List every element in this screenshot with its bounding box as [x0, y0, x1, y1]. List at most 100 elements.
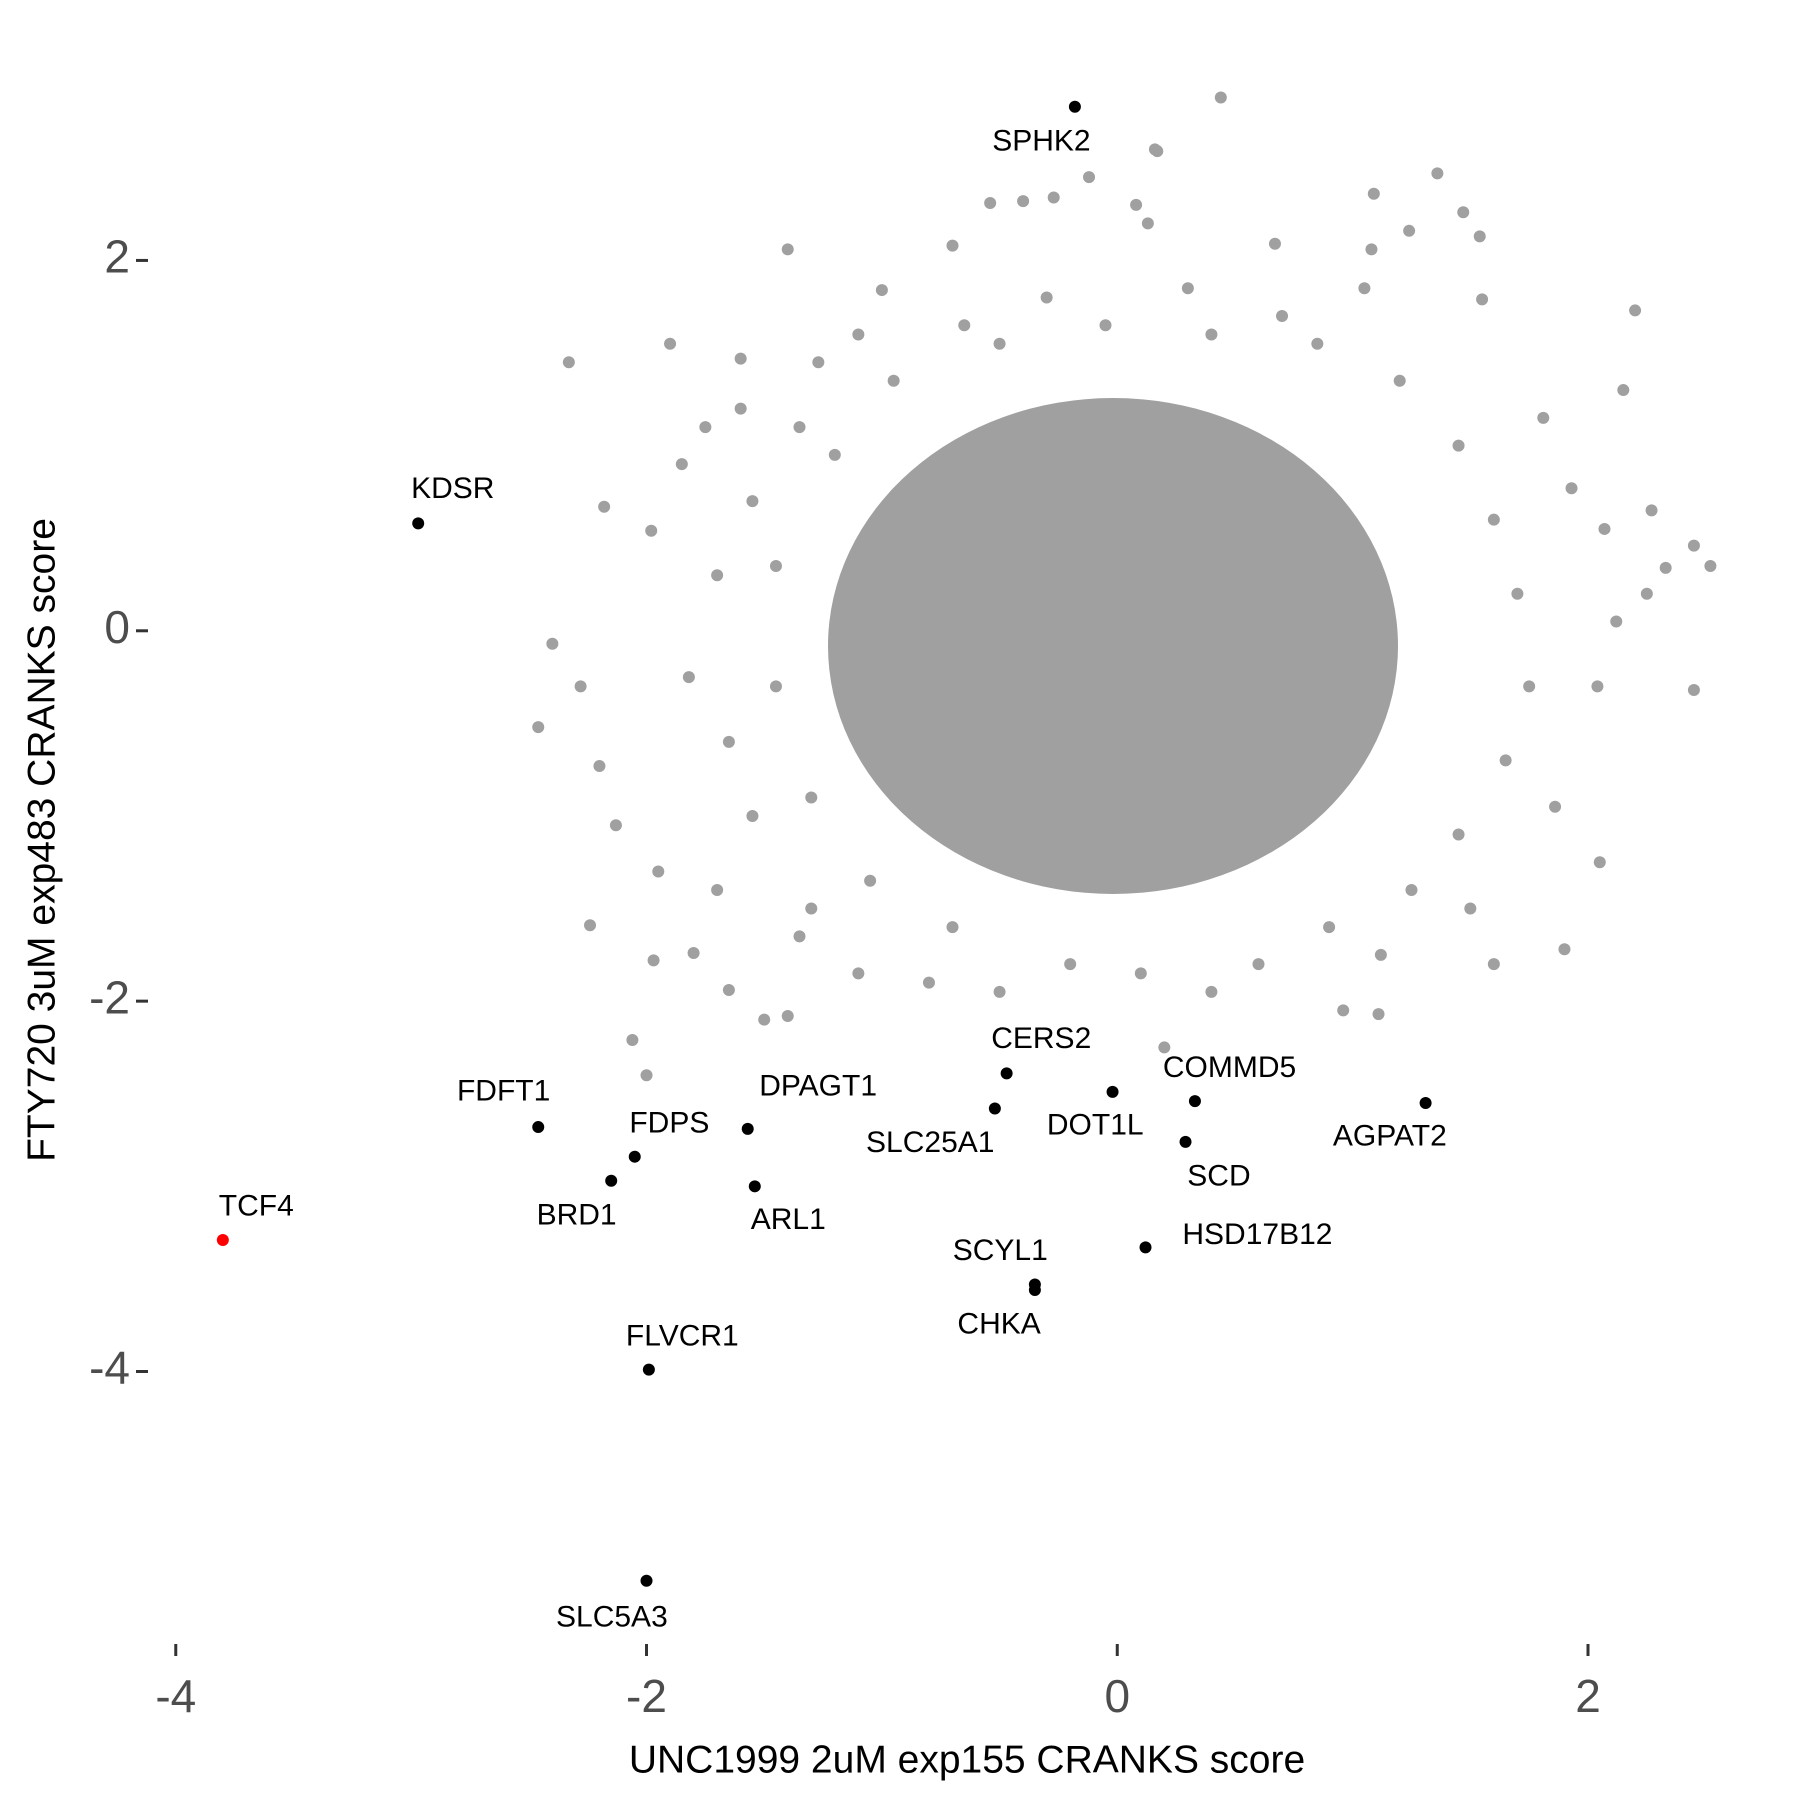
point — [1473, 230, 1486, 243]
point — [1276, 309, 1289, 322]
point — [1158, 1041, 1171, 1054]
point — [1179, 1135, 1192, 1148]
point — [993, 985, 1006, 998]
point — [1372, 1008, 1385, 1021]
point-label: SCD — [1187, 1160, 1250, 1193]
x-axis-title: UNC1999 2uM exp155 CRANKS score — [629, 1738, 1305, 1781]
point — [769, 680, 782, 693]
point — [1099, 319, 1112, 332]
point — [1593, 856, 1606, 869]
point — [1311, 337, 1324, 350]
point — [628, 1150, 641, 1163]
point — [675, 458, 688, 471]
point — [1141, 217, 1154, 230]
point — [1523, 680, 1536, 693]
point — [1704, 559, 1717, 572]
point-label: CHKA — [957, 1308, 1040, 1341]
point — [746, 495, 759, 508]
x-tick-label: 2 — [1575, 1670, 1601, 1722]
y-tick-label: 2 — [104, 231, 130, 283]
point — [1134, 967, 1147, 980]
point — [640, 1069, 653, 1082]
point — [562, 356, 575, 369]
point-label: SLC25A1 — [866, 1126, 994, 1159]
point — [1487, 958, 1500, 971]
point — [1000, 1067, 1013, 1080]
point — [642, 1363, 655, 1376]
y-tick-label: -2 — [89, 971, 130, 1023]
point — [664, 337, 677, 350]
point — [748, 1180, 761, 1193]
point — [682, 671, 695, 684]
point — [781, 243, 794, 256]
point — [645, 524, 658, 537]
point — [887, 374, 900, 387]
point-label: SCYL1 — [953, 1234, 1048, 1267]
point — [1565, 482, 1578, 495]
point — [781, 1009, 794, 1022]
point — [805, 902, 818, 915]
point — [722, 984, 735, 997]
point — [1645, 504, 1658, 517]
point — [1537, 411, 1550, 424]
point — [711, 569, 724, 582]
point — [805, 791, 818, 804]
point — [216, 1234, 229, 1247]
point — [1558, 943, 1571, 956]
point — [722, 735, 735, 748]
point — [1598, 522, 1611, 535]
point-label: ARL1 — [751, 1203, 826, 1236]
point — [1591, 680, 1604, 693]
point-label: BRD1 — [537, 1198, 617, 1231]
point-label: FDFT1 — [457, 1074, 550, 1107]
point — [746, 809, 759, 822]
point — [1365, 243, 1378, 256]
point-label: DPAGT1 — [759, 1069, 877, 1102]
point — [1323, 921, 1336, 934]
point — [852, 967, 865, 980]
point — [1403, 224, 1416, 237]
x-tick-label: 0 — [1104, 1670, 1130, 1722]
point — [1017, 195, 1030, 208]
point — [605, 1174, 618, 1187]
point-label: AGPAT2 — [1333, 1120, 1447, 1153]
point — [922, 976, 935, 989]
point-label: FDPS — [629, 1106, 709, 1139]
point — [769, 559, 782, 572]
point — [946, 921, 959, 934]
point — [1499, 754, 1512, 767]
point — [1252, 958, 1265, 971]
point — [574, 680, 587, 693]
y-tick-label: 0 — [104, 601, 130, 653]
point — [1268, 237, 1281, 250]
point — [593, 759, 606, 772]
point — [1083, 171, 1096, 184]
point-label: CERS2 — [991, 1022, 1091, 1055]
point — [734, 352, 747, 365]
point — [1687, 684, 1700, 697]
point — [1393, 374, 1406, 387]
point — [1139, 1241, 1152, 1254]
point — [609, 819, 622, 832]
point — [993, 337, 1006, 350]
point-label: FLVCR1 — [626, 1319, 739, 1352]
point-label: SLC5A3 — [556, 1601, 668, 1634]
point — [1476, 293, 1489, 306]
point — [1610, 615, 1623, 628]
point — [1452, 828, 1465, 841]
point — [1617, 384, 1630, 397]
point — [1358, 282, 1371, 295]
point — [734, 402, 747, 415]
point — [875, 284, 888, 297]
point — [1405, 884, 1418, 897]
point — [687, 946, 700, 959]
point — [1064, 958, 1077, 971]
point — [584, 919, 597, 932]
point — [1205, 328, 1218, 341]
point — [1205, 985, 1218, 998]
point — [1549, 800, 1562, 813]
point — [988, 1102, 1001, 1115]
point — [1457, 206, 1470, 219]
